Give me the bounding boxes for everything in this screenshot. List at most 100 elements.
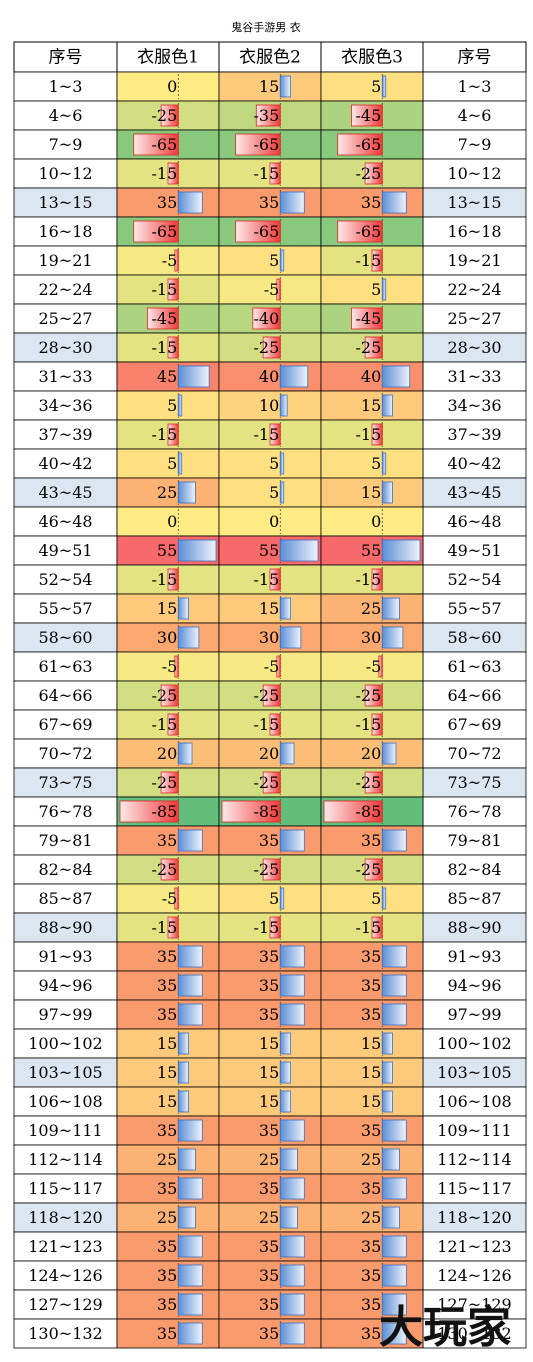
data-bar — [364, 162, 383, 185]
data-bar — [279, 191, 305, 214]
value-cell — [116, 651, 220, 682]
row-label: 85~87 — [447, 889, 501, 908]
cell-value: -65 — [254, 222, 280, 241]
row-label: 79~81 — [447, 831, 501, 850]
data-bar — [177, 626, 200, 649]
row-label: 10~12 — [447, 164, 501, 183]
cell-value: 55 — [361, 541, 381, 560]
row-label: 43~45 — [38, 483, 92, 502]
row-label-cell — [13, 71, 118, 102]
row-label: 4~6 — [458, 106, 492, 125]
cell-value: 35 — [157, 1237, 177, 1256]
row-label: 31~33 — [447, 367, 501, 386]
data-bar — [381, 452, 387, 475]
data-bar — [279, 974, 305, 997]
row-label-cell — [13, 1231, 118, 1262]
cell-value: 15 — [157, 1034, 177, 1053]
data-bar — [381, 1061, 393, 1084]
data-bar — [252, 307, 281, 330]
data-bar — [177, 742, 193, 765]
cell-value: 5 — [269, 454, 279, 473]
row-label: 121~123 — [28, 1237, 102, 1256]
data-bar — [279, 1264, 305, 1287]
row-label-cell — [422, 390, 527, 421]
cell-value: -65 — [356, 135, 382, 154]
row-label: 43~45 — [447, 483, 501, 502]
cell-value: 15 — [157, 1063, 177, 1082]
data-bar — [279, 1061, 291, 1084]
row-label: 22~24 — [447, 280, 501, 299]
data-bar — [279, 1090, 291, 1113]
row-label: 70~72 — [38, 744, 92, 763]
row-label: 88~90 — [38, 918, 92, 937]
row-label: 37~39 — [38, 425, 92, 444]
data-bar — [177, 1119, 203, 1142]
value-cell — [218, 1086, 322, 1117]
row-label-cell — [13, 970, 118, 1001]
data-bar — [371, 916, 383, 939]
cell-value: 35 — [259, 1266, 279, 1285]
value-cell — [218, 390, 322, 421]
row-label-cell — [13, 709, 118, 740]
data-bar — [381, 626, 404, 649]
data-bar — [269, 713, 281, 736]
header-label: 衣服色2 — [239, 48, 301, 68]
row-label: 25~27 — [447, 309, 501, 328]
value-cell — [116, 477, 220, 508]
row-label-cell — [422, 535, 527, 566]
data-bar — [167, 713, 179, 736]
cell-value: -5 — [162, 251, 178, 270]
row-label: 13~15 — [447, 193, 501, 212]
cell-value: 35 — [259, 1179, 279, 1198]
data-bar — [381, 1293, 407, 1316]
value-cell — [116, 593, 220, 624]
data-bar — [279, 1148, 298, 1171]
cell-value: 35 — [259, 193, 279, 212]
cell-value: 35 — [157, 1266, 177, 1285]
row-label: 31~33 — [38, 367, 92, 386]
row-label: 22~24 — [38, 280, 92, 299]
cell-value: 15 — [157, 599, 177, 618]
cell-value: -25 — [152, 860, 178, 879]
row-label-cell — [13, 1289, 118, 1320]
row-label-cell — [13, 767, 118, 798]
row-label-cell — [422, 970, 527, 1001]
row-label: 73~75 — [447, 773, 501, 792]
row-label: 1~3 — [49, 77, 83, 96]
row-label: 121~123 — [437, 1237, 511, 1256]
cell-value: -15 — [356, 715, 382, 734]
row-label-cell — [422, 1173, 527, 1204]
cell-value: -5 — [162, 889, 178, 908]
value-cell — [320, 593, 424, 624]
value-cell — [320, 1057, 424, 1088]
value-cell — [320, 622, 424, 653]
data-bar — [279, 1293, 305, 1316]
row-label-cell — [13, 303, 118, 334]
row-label: 82~84 — [38, 860, 92, 879]
data-bar — [381, 887, 387, 910]
header-cell — [13, 41, 118, 73]
row-label-cell — [422, 912, 527, 943]
value-cell — [116, 245, 220, 276]
data-bar — [279, 626, 302, 649]
row-label: 97~99 — [38, 1005, 92, 1024]
row-label-cell — [422, 245, 527, 276]
value-cell — [218, 274, 322, 305]
header-label: 序号 — [49, 48, 83, 68]
cell-value: -15 — [152, 164, 178, 183]
cell-value: -85 — [356, 802, 382, 821]
cell-value: 15 — [259, 1063, 279, 1082]
row-label-cell — [422, 1318, 527, 1349]
data-bar — [323, 800, 383, 823]
cell-value: -25 — [356, 164, 382, 183]
cell-value: 35 — [361, 1266, 381, 1285]
data-bar — [381, 1090, 393, 1113]
data-bar — [279, 1235, 305, 1258]
value-cell — [218, 738, 322, 769]
row-label: 91~93 — [447, 947, 501, 966]
row-label-cell — [13, 535, 118, 566]
data-bar — [279, 481, 285, 504]
cell-value: 35 — [157, 947, 177, 966]
cell-value: -15 — [356, 570, 382, 589]
row-label-cell — [13, 187, 118, 218]
